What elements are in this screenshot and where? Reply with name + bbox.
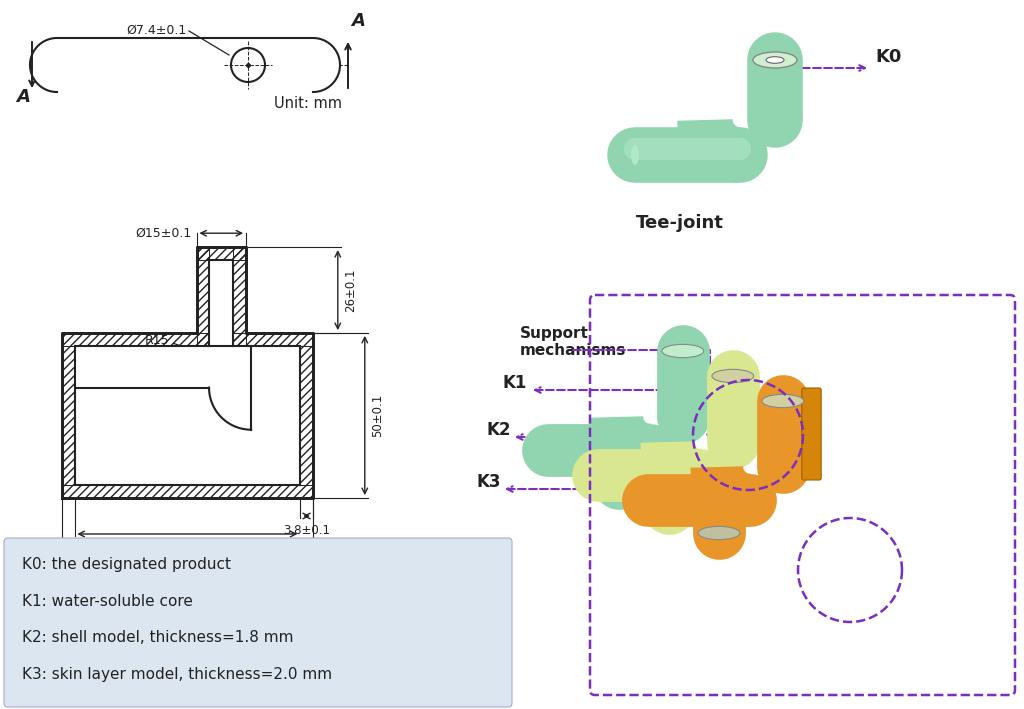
Text: 26±0.1: 26±0.1: [344, 268, 356, 312]
Circle shape: [231, 48, 265, 82]
Text: A-A sec.: A-A sec.: [164, 560, 231, 578]
Ellipse shape: [712, 369, 754, 383]
Text: 3.8±0.1: 3.8±0.1: [283, 524, 330, 537]
Text: Ø15±0.1: Ø15±0.1: [135, 227, 191, 240]
Text: A: A: [351, 12, 365, 30]
Polygon shape: [209, 259, 233, 345]
Ellipse shape: [698, 526, 740, 540]
Text: K0: the designated product: K0: the designated product: [22, 557, 231, 571]
Text: Unit: mm: Unit: mm: [274, 96, 342, 111]
Text: K1: K1: [502, 374, 526, 392]
Ellipse shape: [598, 476, 640, 490]
Text: 76: 76: [180, 560, 195, 573]
Ellipse shape: [766, 57, 784, 63]
Text: K2: K2: [487, 421, 512, 439]
Polygon shape: [30, 38, 340, 92]
Polygon shape: [75, 345, 300, 486]
Text: (61): (61): [175, 542, 200, 555]
Text: K0: K0: [874, 48, 901, 66]
Text: Ø7.4±0.1: Ø7.4±0.1: [127, 23, 187, 36]
Text: K3: skin layer model, thickness=2.0 mm: K3: skin layer model, thickness=2.0 mm: [22, 667, 332, 683]
Text: Support
mechanisms: Support mechanisms: [520, 326, 627, 358]
Ellipse shape: [753, 52, 797, 68]
Ellipse shape: [631, 145, 639, 165]
Text: A: A: [16, 88, 30, 106]
Text: K2: shell model, thickness=1.8 mm: K2: shell model, thickness=1.8 mm: [22, 630, 294, 645]
FancyBboxPatch shape: [802, 388, 821, 480]
Text: R15: R15: [144, 334, 169, 347]
Ellipse shape: [648, 501, 690, 515]
Text: K3: K3: [477, 473, 502, 491]
Text: K1: water-soluble core: K1: water-soluble core: [22, 593, 193, 608]
FancyBboxPatch shape: [4, 538, 512, 707]
Text: Tee-joint: Tee-joint: [636, 214, 724, 232]
Ellipse shape: [762, 394, 804, 408]
Text: 50±0.1: 50±0.1: [371, 394, 384, 437]
Ellipse shape: [662, 345, 703, 357]
Polygon shape: [62, 247, 312, 498]
